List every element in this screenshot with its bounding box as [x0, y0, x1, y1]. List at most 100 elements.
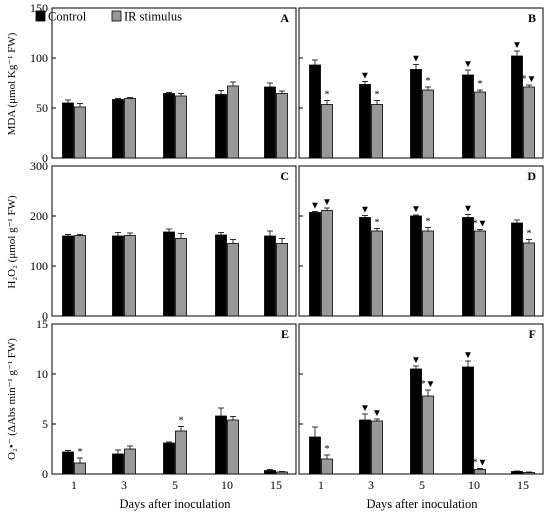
bar-control-3 [112, 99, 124, 159]
y-tick-label: 15 [36, 317, 48, 331]
bar-control-5 [410, 215, 422, 317]
significance-mark: *▼ [473, 458, 488, 469]
bar-ir-5 [175, 238, 187, 317]
bar-ir-15 [523, 472, 535, 475]
significance-mark: ▼ [512, 40, 522, 51]
significance-mark: * [325, 90, 330, 101]
y-tick-label: 10 [36, 367, 48, 381]
xlabel-right: Days after inoculation [366, 497, 478, 511]
x-tick-label: 5 [172, 478, 178, 492]
significance-mark: *▼ [522, 74, 537, 85]
significance-mark: ▼ [372, 408, 382, 419]
bar-ir-3 [124, 448, 136, 475]
bar-control-1 [309, 64, 321, 159]
legend-control-swatch [35, 10, 46, 22]
bar-control-10 [462, 74, 474, 159]
significance-mark: * [325, 444, 330, 455]
bar-ir-3 [124, 235, 136, 317]
panel-c: C 0 100 200 300 [30, 159, 297, 323]
bar-ir-1 [74, 462, 86, 475]
bar-control-15 [264, 86, 276, 159]
bar-control-10 [215, 94, 227, 159]
significance-mark: ▼ [411, 355, 421, 366]
y-tick-label: 0 [42, 151, 48, 165]
bar-ir-1 [321, 104, 333, 159]
panel-d: D▼ ▼ ▼ ▼▼* * *▼* [298, 165, 544, 317]
bar-control-5 [163, 442, 175, 475]
y-tick-label: 0 [42, 309, 48, 323]
bar-control-5 [163, 231, 175, 317]
bar-control-3 [112, 453, 124, 475]
bar-ir-15 [523, 242, 535, 317]
x-tick-label: 3 [368, 478, 374, 492]
bar-control-1 [62, 102, 74, 159]
bar-ir-5 [422, 230, 434, 317]
significance-mark: * [527, 229, 532, 240]
bar-ir-1 [74, 235, 86, 317]
bar-control-1 [309, 436, 321, 475]
bar-ir-10 [227, 85, 239, 159]
bar-control-15 [511, 471, 523, 475]
y-tick-label: 200 [30, 209, 48, 223]
panel-b: B ▼ ▼ ▼ ▼ * * * * *▼ [298, 7, 544, 159]
ylabel-h2o2: H₂O₂ (μmol g⁻¹ FW) [6, 195, 18, 289]
bar-ir-1 [321, 458, 333, 475]
significance-mark: ▼ [463, 59, 473, 70]
significance-mark: ▼ [360, 403, 370, 414]
panel-letter: E [281, 327, 289, 341]
x-tick-label: 15 [517, 478, 529, 492]
bar-control-15 [511, 55, 523, 159]
significance-mark: ▼ [463, 350, 473, 361]
ylabel-o2: O₂•⁻ (ΔAbs min⁻¹ g⁻¹ FW) [6, 338, 18, 460]
significance-mark: * [78, 447, 83, 458]
bar-ir-15 [276, 93, 288, 159]
bar-control-1 [309, 212, 321, 317]
bar-ir-3 [371, 230, 383, 317]
significance-mark: ▼ [360, 205, 370, 216]
bar-ir-5 [175, 95, 187, 159]
bar-ir-5 [422, 89, 434, 159]
y-tick-label: 300 [30, 159, 48, 173]
bar-ir-10 [474, 91, 486, 159]
y-tick-label: 50 [36, 101, 48, 115]
significance-mark: ▼ [411, 204, 421, 215]
bar-ir-10 [474, 230, 486, 317]
bar-ir-10 [227, 243, 239, 317]
bar-control-15 [511, 222, 523, 317]
x-tick-label: 1 [318, 478, 324, 492]
panel-letter: D [527, 169, 536, 183]
significance-mark: * [426, 217, 431, 228]
bar-ir-1 [321, 210, 333, 317]
bar-control-10 [462, 217, 474, 317]
significance-mark: *▼ [421, 379, 436, 390]
bar-ir-3 [371, 420, 383, 475]
significance-mark: ▼ [310, 201, 320, 212]
x-tick-label: 10 [468, 478, 480, 492]
panel-f: F▼▼ ▼*▼*▼*▼1 3 5 10 15 [298, 323, 544, 492]
panel-letter: A [280, 11, 289, 25]
significance-mark: *▼ [473, 219, 488, 230]
x-tick-label: 10 [221, 478, 233, 492]
x-tick-label: 15 [270, 478, 282, 492]
x-tick-label: 5 [419, 478, 425, 492]
significance-mark: ▼ [360, 71, 370, 82]
x-tick-label: 3 [121, 478, 127, 492]
bar-control-3 [359, 217, 371, 317]
legend-control-label: Control [48, 10, 87, 24]
panel-letter: C [280, 169, 289, 183]
significance-mark: * [375, 90, 380, 101]
bar-control-10 [215, 234, 227, 317]
significance-mark: * [426, 76, 431, 87]
bar-ir-15 [276, 243, 288, 317]
panel-e: E 0 5 10 15 * * 1 3 5 10 15 [36, 317, 297, 492]
y-tick-label: 100 [30, 51, 48, 65]
significance-mark: ▼ [463, 204, 473, 215]
x-tick-label: 1 [71, 478, 77, 492]
bar-control-5 [410, 69, 422, 159]
significance-mark: * [478, 79, 483, 90]
bar-ir-1 [74, 106, 86, 159]
bar-ir-10 [474, 469, 486, 475]
panel-letter: F [529, 327, 536, 341]
